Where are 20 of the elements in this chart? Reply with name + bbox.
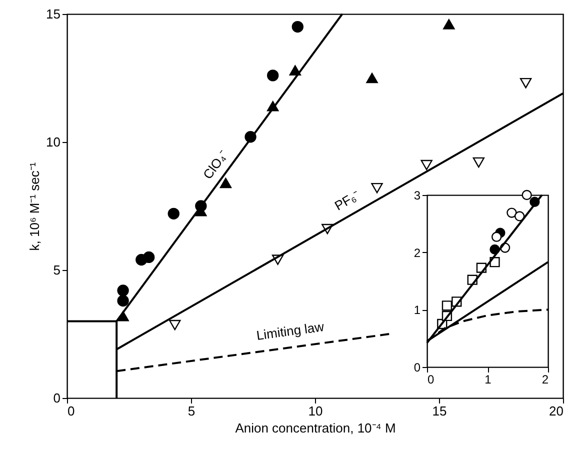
x-tick-label: 5 xyxy=(188,404,196,418)
y-tick-label: 0 xyxy=(414,360,421,374)
annotation: PF₆⁻ xyxy=(332,188,362,214)
x-tick-label: 0 xyxy=(68,404,75,418)
x-tick-label: 0 xyxy=(428,372,434,386)
x-tick-label: 1 xyxy=(484,372,492,386)
y-tick-label: 1 xyxy=(414,303,421,318)
x-tick-label: 15 xyxy=(432,404,447,418)
annotation: Limiting law xyxy=(255,318,326,343)
x-axis-title: Anion concentration, 10⁻⁴ M xyxy=(235,420,396,436)
y-tick-label: 10 xyxy=(46,134,60,150)
y-tick-label: 0 xyxy=(53,390,60,406)
y-tick-label: 2 xyxy=(414,246,421,260)
y-tick-label: 5 xyxy=(53,262,60,278)
y-axis-title: k, 10⁶ M⁻¹ sec⁻¹ xyxy=(27,162,42,251)
x-tick-label: 2 xyxy=(542,372,549,386)
y-tick-label: 15 xyxy=(46,6,60,22)
x-tick-label: 20 xyxy=(549,404,564,418)
x-tick-label: 10 xyxy=(308,404,323,418)
y-tick-label: 3 xyxy=(414,188,421,202)
